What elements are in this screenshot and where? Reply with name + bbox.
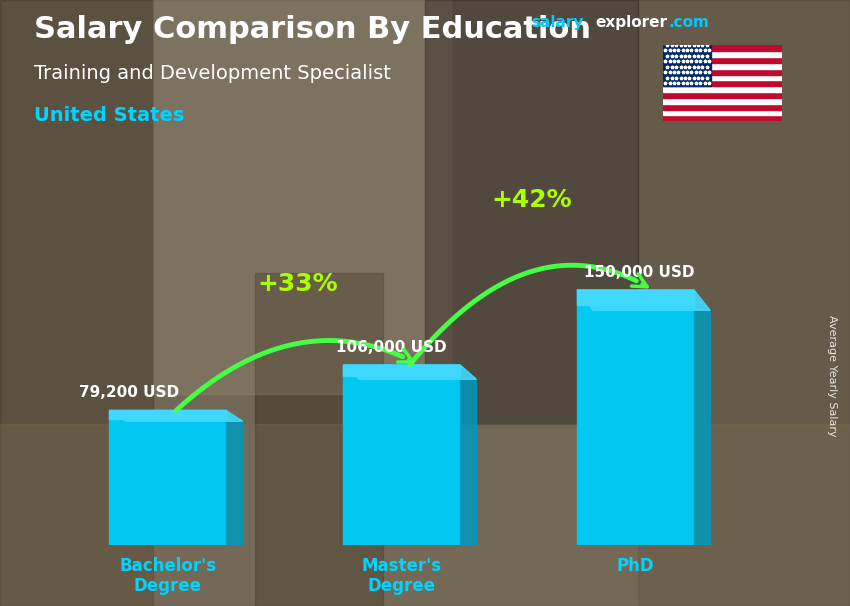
Bar xyxy=(663,45,782,52)
Text: United States: United States xyxy=(34,106,184,125)
Bar xyxy=(577,290,694,305)
Polygon shape xyxy=(226,421,243,545)
Polygon shape xyxy=(343,365,476,379)
Text: +33%: +33% xyxy=(258,272,338,296)
Bar xyxy=(663,115,782,121)
Text: salary: salary xyxy=(531,15,584,30)
Text: Training and Development Specialist: Training and Development Specialist xyxy=(34,64,391,82)
Bar xyxy=(663,63,782,68)
Polygon shape xyxy=(577,290,710,310)
Bar xyxy=(663,45,711,86)
Bar xyxy=(663,68,782,75)
Bar xyxy=(0,424,850,606)
Bar xyxy=(663,110,782,115)
Text: Average Yearly Salary: Average Yearly Salary xyxy=(827,315,837,436)
Bar xyxy=(425,0,638,424)
Text: 150,000 USD: 150,000 USD xyxy=(584,265,694,280)
Bar xyxy=(663,75,782,81)
Bar xyxy=(0,0,153,606)
Bar xyxy=(663,86,782,92)
Bar xyxy=(663,81,782,86)
Text: explorer: explorer xyxy=(596,15,668,30)
Text: 106,000 USD: 106,000 USD xyxy=(336,339,447,355)
Bar xyxy=(153,0,450,394)
Text: Salary Comparison By Education: Salary Comparison By Education xyxy=(34,15,591,44)
Bar xyxy=(663,92,782,98)
Polygon shape xyxy=(460,379,476,545)
Text: +42%: +42% xyxy=(491,188,572,212)
Bar xyxy=(663,104,782,110)
Bar xyxy=(663,98,782,104)
Polygon shape xyxy=(110,410,243,421)
Polygon shape xyxy=(694,310,710,545)
Bar xyxy=(110,410,226,545)
Text: 79,200 USD: 79,200 USD xyxy=(79,385,179,401)
Bar xyxy=(255,273,382,606)
Bar xyxy=(663,52,782,57)
Text: .com: .com xyxy=(669,15,710,30)
Bar xyxy=(343,365,460,545)
Bar xyxy=(577,290,694,545)
Bar xyxy=(110,410,226,419)
Bar xyxy=(663,57,782,63)
Bar xyxy=(638,0,850,606)
Bar xyxy=(343,365,460,376)
